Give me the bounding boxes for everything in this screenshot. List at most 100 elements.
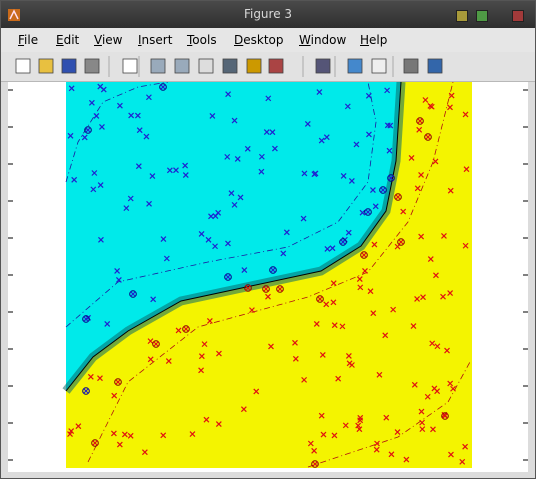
support-vector — [82, 315, 90, 323]
tool-button[interactable] — [198, 58, 214, 74]
menu-item[interactable]: Desktop — [234, 33, 284, 47]
tool-button[interactable] — [150, 58, 166, 74]
sample-marker — [234, 156, 241, 162]
tool-button[interactable] — [315, 58, 331, 74]
sample-marker — [450, 385, 456, 392]
sample-marker — [71, 176, 78, 183]
sample-marker — [376, 371, 383, 378]
sample-marker — [225, 91, 232, 98]
sample-marker — [271, 145, 278, 152]
sample-marker — [374, 440, 380, 447]
support-vector — [182, 325, 190, 333]
sample-marker — [160, 236, 167, 242]
tool-button[interactable] — [403, 58, 419, 74]
sample-marker — [116, 441, 123, 448]
tool-button[interactable] — [174, 58, 190, 74]
sample-marker — [323, 301, 330, 308]
support-vector — [339, 238, 347, 246]
sample-marker — [414, 296, 421, 302]
sample-marker — [418, 408, 425, 415]
sample-marker — [440, 293, 446, 300]
sample-marker — [258, 168, 265, 175]
tool-button[interactable] — [246, 58, 262, 74]
sample-marker — [160, 84, 166, 90]
sample-marker — [75, 423, 82, 430]
maximize-button[interactable] — [476, 10, 488, 22]
sample-marker — [418, 171, 424, 178]
sample-marker — [427, 256, 434, 262]
sample-marker — [331, 432, 338, 439]
sample-marker — [398, 239, 404, 245]
sample-marker — [419, 419, 425, 426]
tool-button[interactable] — [122, 58, 138, 74]
support-vector — [276, 285, 284, 293]
support-vector — [269, 266, 277, 274]
sample-marker — [447, 290, 454, 297]
sample-marker — [67, 132, 74, 139]
minimize-button[interactable] — [456, 10, 468, 22]
sample-marker — [380, 187, 386, 193]
sample-marker — [411, 381, 418, 388]
support-vector — [129, 290, 137, 298]
sample-marker — [270, 267, 276, 273]
menu-item[interactable]: Window — [299, 33, 347, 47]
support-vector — [316, 295, 324, 303]
tool-button[interactable] — [427, 58, 443, 74]
tool-button[interactable] — [268, 58, 284, 74]
sample-marker — [145, 94, 152, 101]
sample-marker — [175, 327, 182, 334]
sample-marker — [111, 392, 118, 399]
sample-marker — [417, 118, 423, 124]
tool-button[interactable] — [38, 58, 54, 74]
sample-marker — [85, 127, 91, 133]
sample-marker — [212, 213, 219, 220]
sample-marker — [371, 241, 378, 248]
sample-marker — [353, 141, 360, 148]
menu-item[interactable]: Edit — [56, 33, 80, 47]
support-vector — [91, 439, 99, 447]
sample-marker — [97, 182, 104, 188]
sample-marker — [357, 284, 364, 291]
sample-marker — [430, 426, 436, 433]
sample-marker — [348, 177, 355, 184]
sample-marker — [146, 200, 152, 207]
tool-button[interactable] — [84, 58, 100, 74]
sample-marker — [253, 388, 260, 395]
sample-marker — [68, 85, 75, 92]
sample-marker — [283, 229, 290, 236]
sample-marker — [147, 356, 154, 363]
sample-marker — [340, 173, 347, 179]
sample-marker — [365, 209, 371, 215]
menu-item[interactable]: Help — [360, 33, 388, 47]
support-vector — [159, 83, 167, 91]
sample-marker — [394, 429, 401, 435]
sample-marker — [244, 145, 251, 152]
sample-marker — [382, 332, 389, 339]
sample-marker — [225, 240, 231, 247]
menu-item[interactable]: File — [18, 33, 39, 47]
sample-marker — [93, 112, 100, 119]
sample-marker — [249, 307, 255, 314]
sample-marker — [319, 352, 326, 358]
tool-button[interactable] — [222, 58, 238, 74]
tool-button[interactable] — [15, 58, 31, 74]
sample-marker — [301, 376, 308, 383]
menu-item[interactable]: Insert — [138, 33, 173, 47]
support-vector — [360, 251, 368, 259]
menu-item[interactable]: Tools — [187, 33, 217, 47]
sample-marker — [153, 341, 159, 347]
tool-button[interactable] — [347, 58, 363, 74]
support-vector — [397, 238, 405, 246]
close-button[interactable] — [512, 10, 524, 22]
plot-area — [8, 82, 528, 472]
sample-marker — [313, 321, 320, 327]
tool-button[interactable] — [371, 58, 387, 74]
sample-marker — [384, 87, 391, 94]
sample-marker — [127, 432, 134, 439]
menu-item[interactable]: View — [94, 33, 123, 47]
sample-marker — [87, 373, 94, 380]
sample-marker — [90, 186, 97, 193]
tool-button[interactable] — [61, 58, 77, 74]
app-icon — [8, 9, 20, 21]
